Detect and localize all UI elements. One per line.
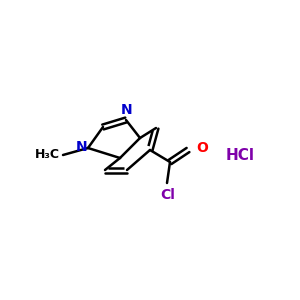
- Text: H₃C: H₃C: [35, 148, 60, 161]
- Text: Cl: Cl: [160, 188, 175, 202]
- Text: N: N: [75, 140, 87, 154]
- Text: HCl: HCl: [226, 148, 254, 163]
- Text: O: O: [196, 141, 208, 155]
- Text: N: N: [121, 103, 133, 117]
